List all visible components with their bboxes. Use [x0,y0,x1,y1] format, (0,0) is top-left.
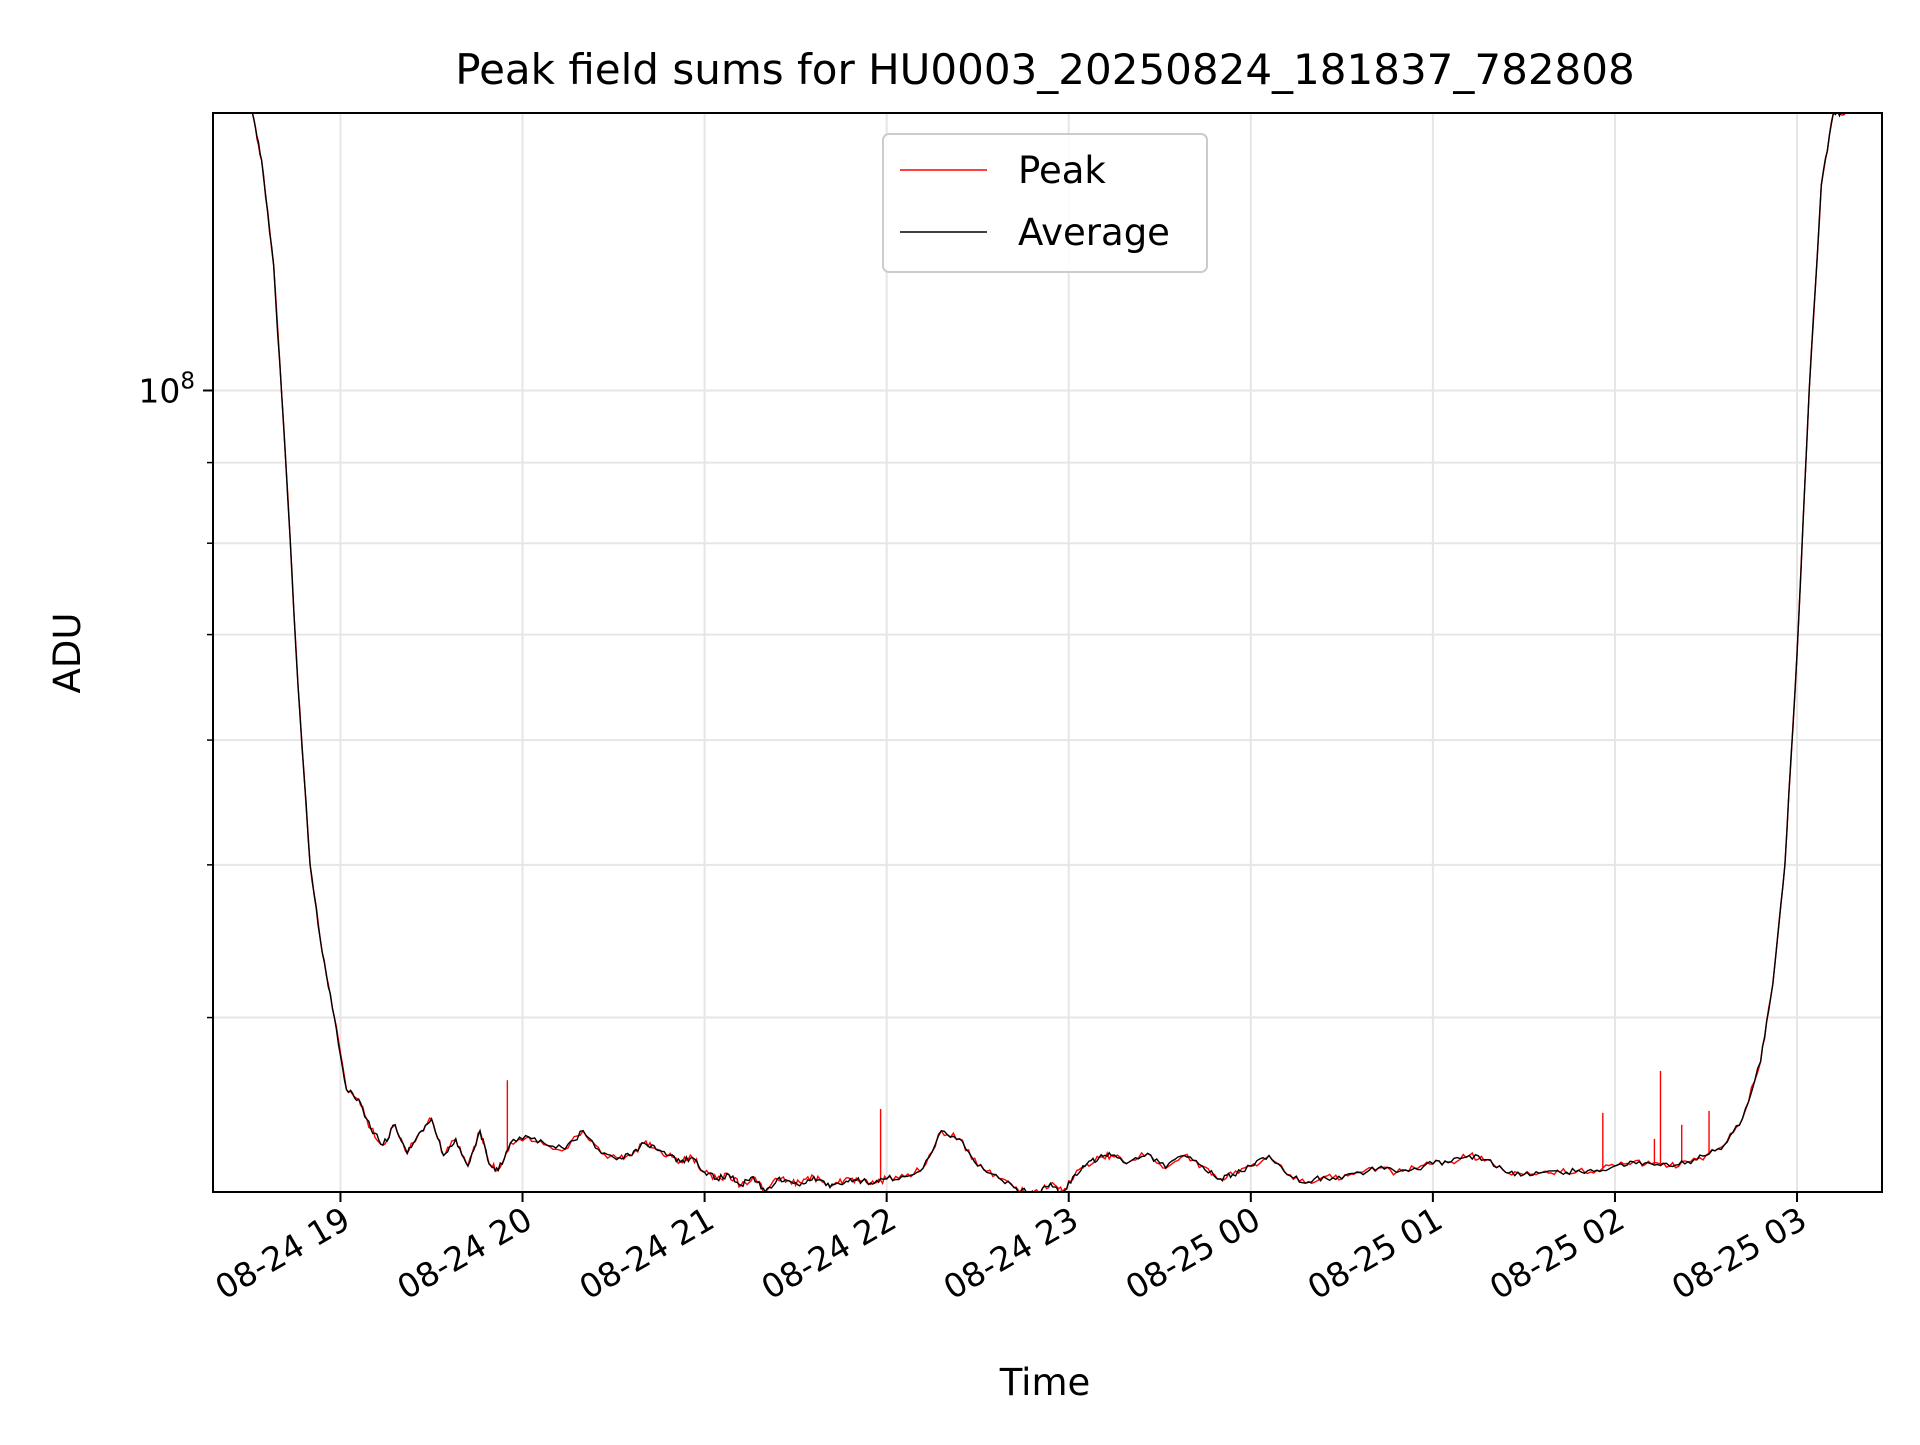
series-lines [251,113,1847,1192]
series-group [251,113,1847,1192]
x-axis-label: Time [999,1361,1091,1404]
series-line-average [251,113,1846,1192]
y-axis-label: ADU [46,613,89,694]
chart-title: Peak field sums for HU0003_20250824_1818… [455,45,1634,94]
legend-label-peak: Peak [1018,149,1106,192]
legend: Peak Average [882,133,1208,273]
legend-label-average: Average [1018,211,1170,254]
y-tick-exponent: 8 [180,368,195,394]
grid-lines [213,113,1882,1192]
plot-frame [212,112,1883,1193]
legend-box [882,133,1208,273]
